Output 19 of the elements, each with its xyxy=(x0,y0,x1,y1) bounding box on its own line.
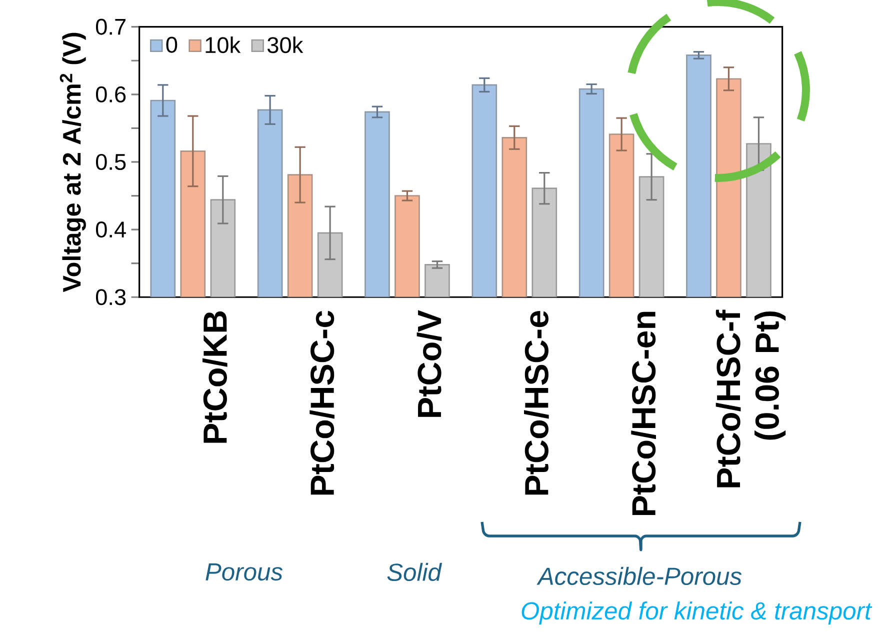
y-tick-label: 0.6 xyxy=(96,86,126,102)
text: Porous xyxy=(206,563,283,581)
x-tick-label: PtCo/HSC-c xyxy=(310,310,334,495)
x-tick-label: PtCo/HSC-e xyxy=(524,310,549,495)
y-tick-label: 0.7 xyxy=(96,18,126,35)
x-tick-label: PtCo/KB xyxy=(202,311,228,443)
text: Solid xyxy=(387,562,442,582)
legend-label: 30k xyxy=(267,36,304,54)
legend-label: 10k xyxy=(206,36,241,54)
y-tick-label: 0.5 xyxy=(96,154,126,170)
y-tick-label: 0.4 xyxy=(96,222,126,238)
legend-label: 0 xyxy=(166,36,178,53)
x-tick-label: PtCo/V xyxy=(416,310,442,417)
text: Optimized for kinetic & transport xyxy=(522,601,872,624)
text: Accessible-Porous xyxy=(536,566,742,586)
x-tick-label: PtCo/HSC-en xyxy=(631,312,656,515)
y-axis-title: Voltage at 2 A/cm$^{2}$ (V) xyxy=(60,32,86,292)
x-tick-label: PtCo/HSC-f (0.06 Pt) xyxy=(716,310,786,488)
y-tick-label: 0.3 xyxy=(96,289,126,306)
